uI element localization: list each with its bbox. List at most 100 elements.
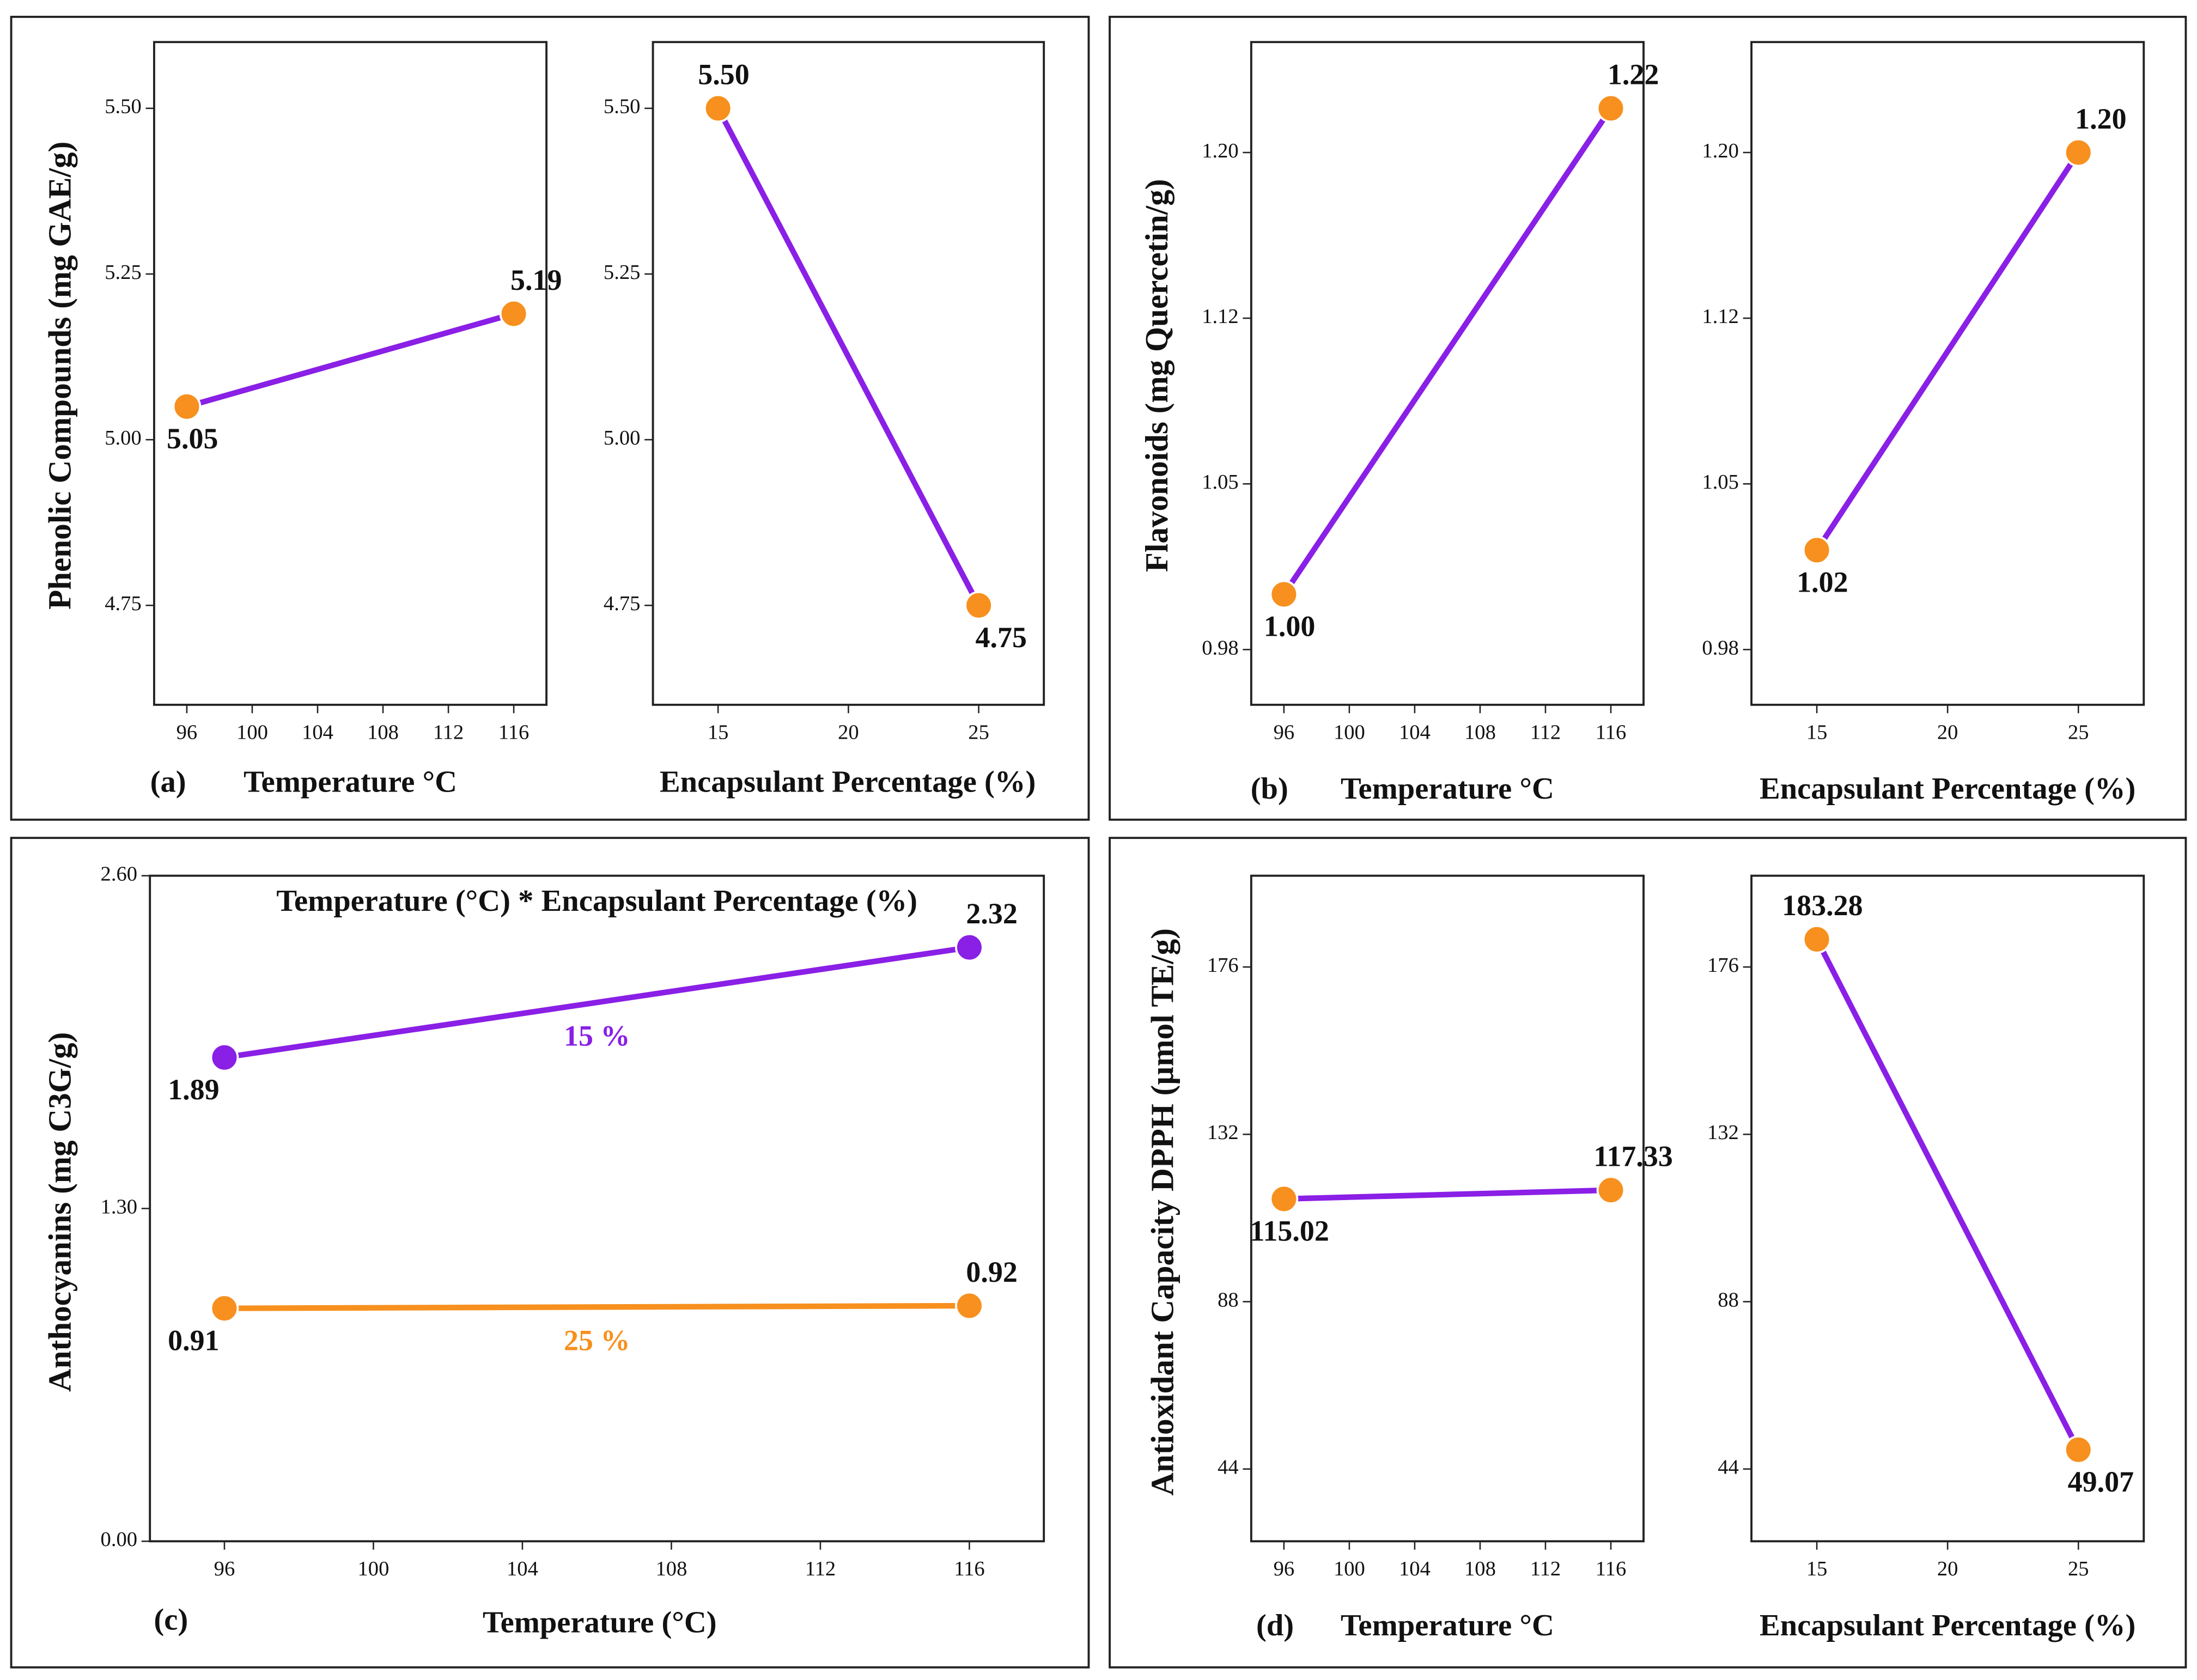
x-axis-label: Temperature °C bbox=[1341, 772, 1554, 806]
panel-label: (b) bbox=[1251, 772, 1288, 806]
y-tick-label: 0.98 bbox=[1202, 636, 1239, 659]
y-tick-label: 44 bbox=[1218, 1456, 1239, 1479]
x-tick-label: 108 bbox=[1464, 1557, 1496, 1580]
x-axis-label: Temperature (°C) bbox=[483, 1606, 717, 1640]
series-line bbox=[224, 945, 970, 1061]
data-label: 49.07 bbox=[2068, 1465, 2134, 1498]
data-label: 117.33 bbox=[1593, 1140, 1673, 1173]
data-label: 5.50 bbox=[698, 58, 749, 91]
panel-label: (a) bbox=[150, 765, 186, 799]
y-tick-label: 5.00 bbox=[604, 427, 641, 449]
x-tick-label: 104 bbox=[302, 721, 333, 744]
marker bbox=[703, 94, 733, 123]
panel-label: (d) bbox=[1256, 1609, 1294, 1642]
x-tick-label: 25 bbox=[968, 721, 989, 744]
y-axis-label: Antioxidant Capacity DPPH (µmol TE/g) bbox=[1145, 928, 1180, 1496]
x-tick-label: 116 bbox=[1596, 721, 1626, 744]
data-label: 5.05 bbox=[167, 422, 218, 455]
series-line bbox=[1281, 106, 1614, 596]
marker bbox=[172, 392, 202, 421]
x-tick-label: 96 bbox=[1274, 1557, 1295, 1580]
y-tick-label: 0.00 bbox=[101, 1528, 138, 1551]
marker bbox=[1596, 1176, 1626, 1205]
marker bbox=[499, 299, 528, 328]
x-axis-label: Encapsulant Percentage (%) bbox=[1760, 1609, 2135, 1642]
x-tick-label: 116 bbox=[1596, 1557, 1626, 1580]
x-tick-label: 112 bbox=[805, 1557, 836, 1580]
y-tick-label: 1.05 bbox=[1702, 471, 1739, 494]
x-tick-label: 15 bbox=[1806, 721, 1828, 744]
panel-frame bbox=[10, 15, 1090, 821]
x-axis-label: Encapsulant Percentage (%) bbox=[660, 765, 1036, 799]
y-tick-label: 88 bbox=[1218, 1288, 1239, 1311]
marker bbox=[1269, 580, 1299, 609]
x-tick-label: 108 bbox=[367, 721, 399, 744]
x-tick-label: 116 bbox=[954, 1557, 984, 1580]
x-tick-label: 100 bbox=[1334, 1557, 1365, 1580]
plot-frame bbox=[153, 41, 548, 706]
y-tick-label: 0.98 bbox=[1702, 636, 1739, 659]
marker bbox=[210, 1043, 239, 1072]
x-tick-label: 104 bbox=[1399, 1557, 1431, 1580]
marker bbox=[1269, 1184, 1299, 1214]
data-label: 183.28 bbox=[1782, 889, 1863, 922]
data-label: 0.92 bbox=[966, 1256, 1018, 1288]
series-label: 15 % bbox=[564, 1019, 630, 1052]
data-label: 1.22 bbox=[1608, 58, 1659, 91]
x-tick-label: 116 bbox=[498, 721, 529, 744]
series-line bbox=[1814, 151, 2081, 552]
y-tick-label: 1.12 bbox=[1202, 305, 1239, 328]
x-tick-label: 112 bbox=[433, 721, 464, 744]
y-tick-label: 1.05 bbox=[1202, 471, 1239, 494]
x-tick-label: 108 bbox=[1464, 721, 1496, 744]
y-tick-label: 1.12 bbox=[1702, 305, 1739, 328]
data-label: 5.19 bbox=[510, 264, 562, 296]
y-axis-label: Phenolic Compounds (mg GAE/g) bbox=[41, 142, 77, 610]
y-tick-label: 2.60 bbox=[101, 862, 138, 885]
series-line bbox=[224, 1302, 970, 1311]
y-tick-label: 4.75 bbox=[604, 592, 641, 615]
plot-frame bbox=[1250, 41, 1645, 706]
x-axis-label: Temperature °C bbox=[244, 765, 457, 799]
y-tick-label: 1.20 bbox=[1702, 139, 1739, 162]
data-label: 1.89 bbox=[168, 1073, 220, 1106]
y-tick-label: 5.50 bbox=[604, 95, 641, 118]
x-tick-label: 96 bbox=[214, 1557, 235, 1580]
panel-frame bbox=[10, 837, 1090, 1669]
marker bbox=[1802, 535, 1831, 565]
plot-frame bbox=[149, 874, 1045, 1543]
data-label: 0.91 bbox=[168, 1324, 220, 1356]
x-tick-label: 25 bbox=[2068, 1557, 2089, 1580]
y-tick-label: 132 bbox=[1707, 1121, 1739, 1144]
x-tick-label: 25 bbox=[2068, 721, 2089, 744]
y-tick-label: 176 bbox=[1207, 954, 1239, 977]
marker bbox=[1596, 94, 1626, 123]
y-tick-label: 132 bbox=[1207, 1121, 1239, 1144]
x-tick-label: 96 bbox=[1274, 721, 1295, 744]
marker bbox=[2064, 1435, 2093, 1464]
plot-frame bbox=[1250, 874, 1645, 1543]
y-axis-label: Anthocyanins (mg C3G/g) bbox=[41, 1032, 77, 1392]
series-line bbox=[186, 311, 515, 410]
data-label: 1.02 bbox=[1797, 566, 1848, 599]
series-line bbox=[1814, 938, 2081, 1451]
x-tick-label: 20 bbox=[1937, 721, 1958, 744]
chart-title: Temperature (°C) * Encapsulant Percentag… bbox=[276, 884, 917, 918]
y-tick-label: 5.25 bbox=[604, 261, 641, 284]
marker bbox=[210, 1294, 239, 1323]
x-tick-label: 15 bbox=[708, 721, 729, 744]
y-tick-label: 44 bbox=[1718, 1456, 1739, 1479]
data-label: 4.75 bbox=[975, 621, 1027, 654]
y-tick-label: 5.50 bbox=[105, 95, 142, 118]
x-tick-label: 104 bbox=[507, 1557, 538, 1580]
marker bbox=[955, 1291, 984, 1320]
series-label: 25 % bbox=[564, 1324, 630, 1357]
panel-frame bbox=[1109, 15, 2187, 821]
panel-label: (c) bbox=[154, 1603, 188, 1636]
x-tick-label: 100 bbox=[236, 721, 268, 744]
marker bbox=[1802, 924, 1831, 954]
x-tick-label: 112 bbox=[1530, 721, 1561, 744]
data-label: 115.02 bbox=[1250, 1215, 1329, 1247]
x-tick-label: 100 bbox=[1334, 721, 1365, 744]
